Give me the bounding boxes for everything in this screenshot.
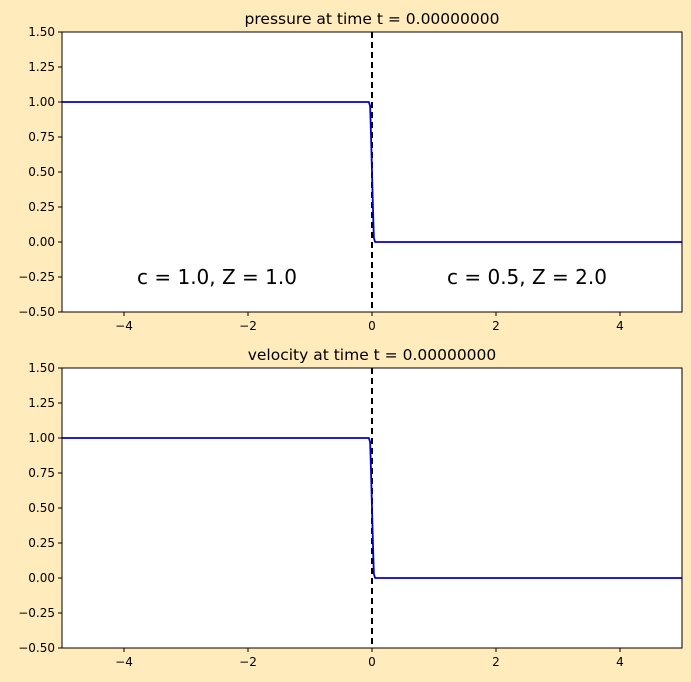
chart-1-ytick-label-5: 0.75 [28,130,55,144]
chart-2-xtick-label-0: −4 [115,655,133,669]
chart-1-ytick-label-4: 0.50 [28,165,55,179]
chart-2-ytick-label-5: 0.75 [28,466,55,480]
chart-2-xtick-label-4: 4 [616,655,624,669]
chart-1-ytick-label-8: 1.50 [28,25,55,39]
chart-2: −4 −2 0 2 4 −0.50 −0.25 0.00 0.25 0.50 0.75 1.00 1.2… [18,346,683,669]
chart-2-ytick-label-6: 1.00 [28,431,55,445]
chart-1-annotation-0: c = 1.0, Z = 1.0 [137,265,297,289]
chart-1-series-pressure [62,101,682,243]
chart-1-ytick-label-0: −0.50 [18,305,55,319]
chart-1-xtick-label-3: 2 [492,319,500,333]
chart-1-ytick-label-2: 0.00 [28,235,55,249]
chart-1-ytick-label-6: 1.00 [28,95,55,109]
chart-1-xtick-label-0: −4 [115,319,133,333]
chart-1-xtick-label-1: −2 [239,319,257,333]
chart-2-xtick-label-2: 0 [368,655,376,669]
chart-2-xtick-label-1: −2 [239,655,257,669]
chart-1-ytick-label-1: −0.25 [18,270,55,284]
chart-2-ytick-label-1: −0.25 [18,606,55,620]
chart-2-ytick-label-4: 0.50 [28,501,55,515]
chart-1-ytick-label-7: 1.25 [28,60,55,74]
chart-2-ytick-label-7: 1.25 [28,396,55,410]
chart-1-xtick-label-2: 0 [368,319,376,333]
chart-2-ytick-label-8: 1.50 [28,361,55,375]
chart-2-title: velocity at time t = 0.00000000 [248,346,497,364]
chart-1-annotation-1: c = 0.5, Z = 2.0 [447,265,607,289]
chart-1: −4 −2 0 2 4 −0.50 −0.25 0.00 0.25 0.50 0.75 1.00 1.2… [18,10,683,333]
chart-1-xtick-label-4: 4 [616,319,624,333]
chart-2-ytick-label-2: 0.00 [28,571,55,585]
chart-2-ytick-label-3: 0.25 [28,536,55,550]
chart-2-xtick-label-3: 2 [492,655,500,669]
chart-1-title: pressure at time t = 0.00000000 [245,10,500,28]
chart-2-series-velocity [62,437,682,579]
chart-2-ytick-label-0: −0.50 [18,641,55,655]
chart-1-ytick-label-3: 0.25 [28,200,55,214]
